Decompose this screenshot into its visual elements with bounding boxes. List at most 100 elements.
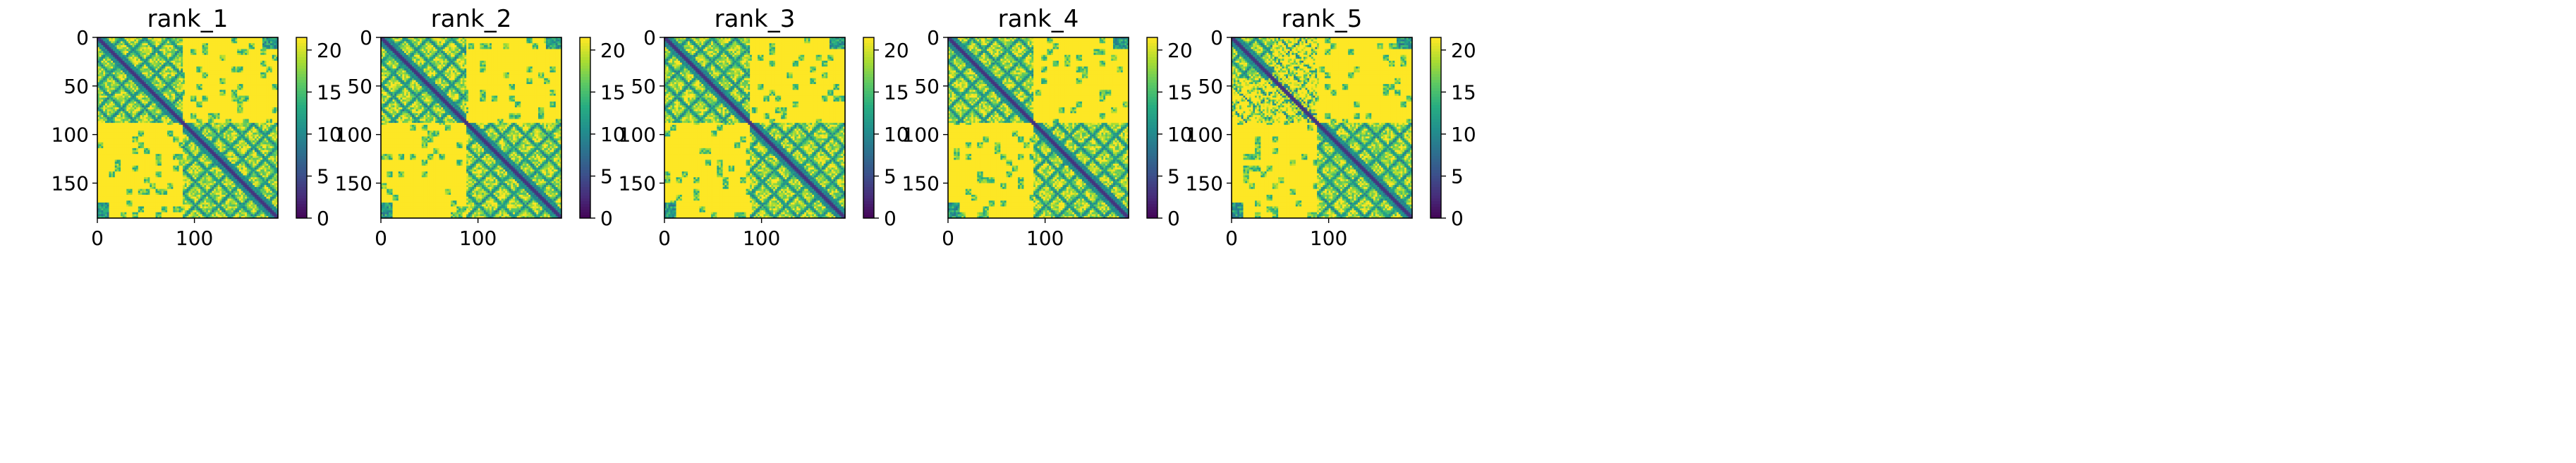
heatmap-cell (111, 39, 114, 42)
heatmap-cell (231, 45, 234, 48)
heatmap-cell (276, 62, 279, 66)
heatmap-cell (202, 61, 205, 64)
heatmap-cell (132, 61, 135, 64)
heatmap-cell (266, 59, 269, 61)
heatmap-cell (119, 45, 121, 48)
heatmap-cell (181, 53, 183, 56)
heatmap-cell (194, 54, 197, 58)
heatmap-cell (214, 64, 217, 67)
heatmap-cell (138, 43, 141, 46)
heatmap-cell (235, 39, 238, 42)
heatmap-cell (209, 45, 213, 48)
heatmap-cell (200, 61, 203, 64)
heatmap-cell (111, 64, 114, 67)
heatmap-cell (238, 62, 242, 66)
heatmap-cell (163, 43, 166, 46)
heatmap-cell (99, 43, 102, 46)
heatmap-cell (169, 54, 172, 58)
heatmap-cell (111, 62, 114, 66)
heatmap-cell (163, 41, 166, 44)
heatmap-cell (276, 59, 279, 61)
heatmap-cell (262, 45, 265, 48)
heatmap-cell (126, 56, 129, 59)
heatmap-cell (245, 56, 248, 59)
heatmap-cell (246, 37, 250, 40)
heatmap-cell (157, 39, 160, 42)
heatmap-cell (175, 49, 178, 52)
heatmap-cell (243, 39, 245, 42)
heatmap-cell (144, 59, 147, 61)
heatmap-cell (268, 41, 271, 44)
heatmap-cell (202, 43, 205, 46)
heatmap-cell (173, 51, 176, 54)
heatmap-cell (138, 53, 141, 56)
heatmap-cell (157, 59, 160, 61)
heatmap-cell (101, 61, 104, 64)
heatmap-cell (250, 62, 253, 66)
heatmap-cell (147, 37, 150, 40)
heatmap-cell (260, 39, 263, 42)
heatmap-cell (159, 37, 162, 40)
heatmap-cell (241, 59, 244, 61)
heatmap-cell (107, 59, 110, 61)
heatmap-cell (153, 49, 157, 52)
heatmap-cell (268, 45, 271, 48)
heatmap-cell (153, 43, 157, 46)
heatmap-cell (103, 47, 106, 50)
heatmap-cell (258, 54, 261, 58)
heatmap-cell (178, 45, 181, 48)
heatmap-cell (227, 62, 230, 66)
heatmap-cell (214, 45, 217, 48)
heatmap-cell (165, 41, 168, 44)
heatmap-cell (107, 54, 110, 58)
heatmap-cell (214, 41, 217, 44)
heatmap-cell (215, 53, 219, 56)
heatmap-cell (181, 61, 183, 64)
heatmap-cell (231, 54, 234, 58)
heatmap-cell (233, 39, 236, 42)
heatmap-cell (246, 41, 250, 44)
heatmap-cell (140, 45, 142, 48)
heatmap-cell (119, 59, 121, 61)
heatmap-cell (128, 37, 131, 40)
heatmap-cell (121, 62, 123, 66)
heatmap-cell (167, 51, 170, 54)
heatmap-cell (132, 53, 135, 56)
heatmap-cell (128, 62, 131, 66)
heatmap-cell (116, 39, 119, 42)
heatmap-cell (217, 49, 221, 52)
heatmap-cell (132, 62, 135, 66)
heatmap-cell (209, 61, 213, 64)
heatmap-cell (233, 56, 236, 59)
heatmap-cell (145, 47, 149, 50)
heatmap-cell (237, 53, 240, 56)
heatmap-cell (178, 43, 181, 46)
heatmap-cell (150, 53, 152, 56)
heatmap-cell (266, 51, 269, 54)
heatmap-cell (233, 61, 236, 64)
heatmap-cell (163, 61, 166, 64)
heatmap-cell (225, 51, 229, 54)
heatmap-cell (159, 41, 162, 44)
heatmap-cell (128, 53, 131, 56)
heatmap-cell (165, 39, 168, 42)
heatmap-cell (254, 56, 257, 59)
heatmap-cell (186, 64, 189, 67)
heatmap-cell (223, 41, 226, 44)
heatmap-cell (274, 53, 277, 56)
heatmap-cell (134, 51, 137, 54)
heatmap-cell (225, 43, 229, 46)
heatmap-cell (262, 59, 265, 61)
heatmap-cell (111, 43, 114, 46)
heatmap-cell (214, 54, 217, 58)
heatmap-cell (171, 45, 174, 48)
heatmap-cell (101, 39, 104, 42)
heatmap-cell (262, 43, 265, 46)
heatmap-cell (207, 61, 211, 64)
heatmap-cell (274, 51, 277, 54)
heatmap-cell (183, 54, 186, 58)
heatmap-cell (194, 61, 197, 64)
heatmap-cell (124, 54, 127, 58)
heatmap-cell (235, 37, 238, 40)
heatmap-cell (246, 51, 250, 54)
